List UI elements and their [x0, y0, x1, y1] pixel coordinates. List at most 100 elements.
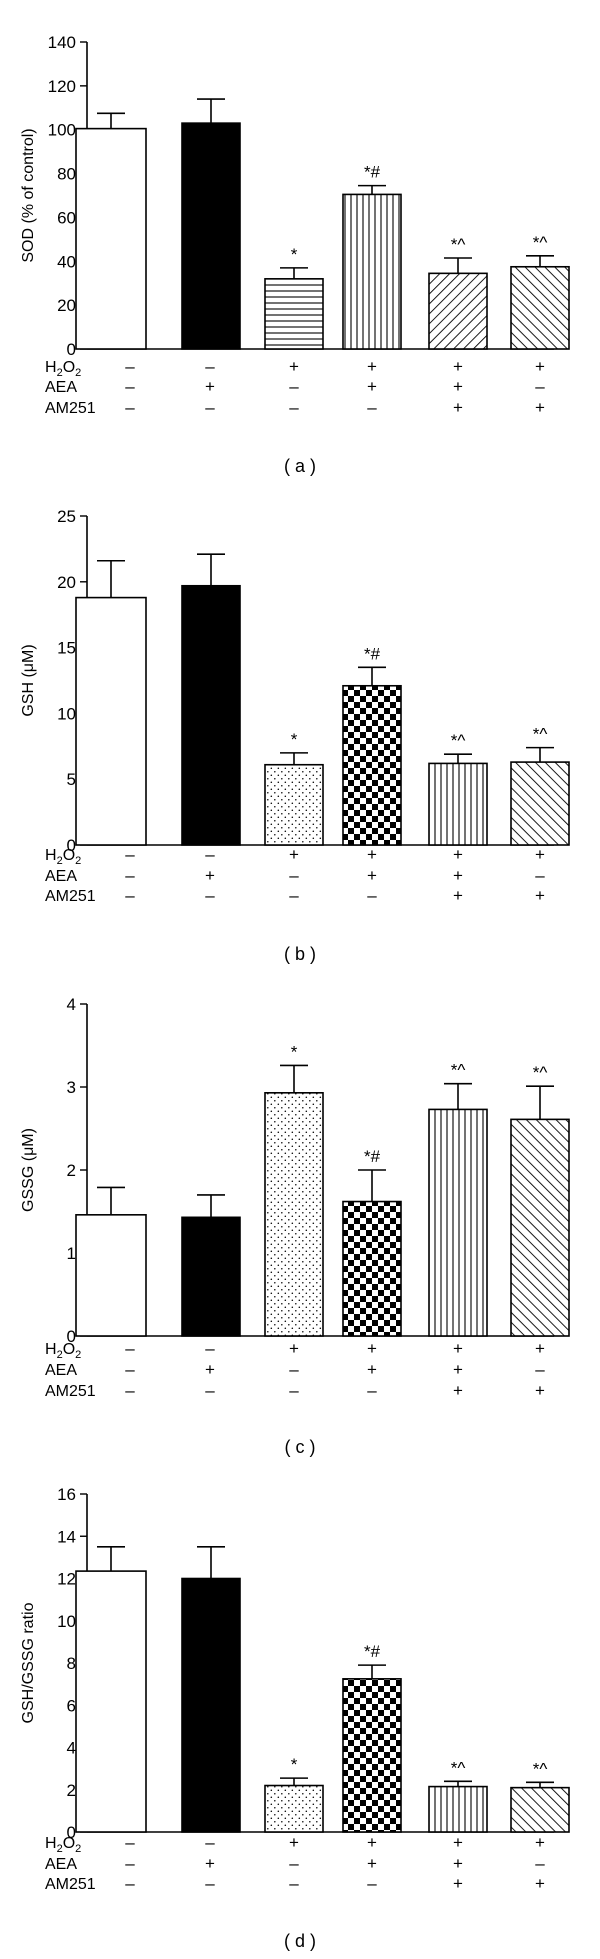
panel-label: ( a ) — [284, 456, 316, 476]
panel-label: ( d ) — [284, 1931, 316, 1951]
significance-label: *^ — [533, 1063, 548, 1082]
treatment-sign: – — [367, 398, 377, 417]
treatment-sign: – — [205, 1833, 215, 1852]
bar — [342, 684, 402, 846]
treatment-sign: – — [289, 886, 299, 905]
treatment-sign: – — [289, 1874, 299, 1893]
y-axis-label: SOD (% of control) — [20, 128, 37, 262]
treatment-sign: – — [205, 398, 215, 417]
significance-label: *# — [364, 1642, 381, 1661]
treatment-sign: – — [125, 1339, 135, 1358]
treatment-sign: – — [125, 1360, 135, 1379]
panel-a: 0 20 40 60 80 100 120 140 SOD (% of control) * *# *… — [20, 33, 570, 476]
treatment-sign: + — [453, 357, 463, 376]
treatment-label-h2o2: H2O2 — [45, 359, 81, 379]
treatment-sign: + — [453, 866, 463, 885]
treatment-label-h2o2: H2O2 — [45, 1835, 81, 1855]
y-tick-label: 20 — [57, 296, 76, 315]
y-tick-label: 60 — [57, 208, 76, 227]
y-tick-label: 3 — [67, 1078, 76, 1097]
significance-label: * — [291, 1042, 298, 1061]
treatment-sign: – — [535, 866, 545, 885]
treatment-label-am251: AM251 — [45, 1876, 96, 1893]
treatment-sign: – — [205, 1339, 215, 1358]
significance-label: *^ — [533, 233, 548, 252]
treatment-sign: + — [367, 1360, 377, 1379]
treatment-sign: + — [535, 1874, 545, 1893]
treatment-sign: + — [453, 845, 463, 864]
panel-label: ( c ) — [285, 1437, 316, 1457]
bar — [342, 1678, 402, 1833]
y-tick-label: 25 — [57, 507, 76, 526]
treatment-sign: – — [125, 398, 135, 417]
treatment-sign: – — [205, 845, 215, 864]
treatment-sign: + — [205, 1360, 215, 1379]
treatment-sign: + — [453, 377, 463, 396]
significance-label: *^ — [533, 1759, 548, 1778]
y-tick-label: 20 — [57, 573, 76, 592]
y-tick-label: 12 — [57, 1570, 76, 1589]
treatment-sign: – — [535, 1360, 545, 1379]
significance-label: *^ — [451, 1758, 466, 1777]
significance-label: *# — [364, 163, 381, 182]
y-tick-label: 5 — [67, 770, 76, 789]
treatment-sign: + — [535, 357, 545, 376]
treatment-sign: – — [289, 866, 299, 885]
y-tick-label: 16 — [57, 1485, 76, 1504]
bar — [428, 272, 488, 350]
bar — [428, 1785, 488, 1833]
y-tick-label: 4 — [67, 1739, 76, 1758]
treatment-label-aea: AEA — [45, 868, 77, 885]
y-tick-label: 0 — [67, 340, 76, 359]
treatment-sign: – — [289, 1381, 299, 1400]
treatment-label-aea: AEA — [45, 1362, 77, 1379]
bar — [264, 1784, 324, 1833]
treatment-sign: + — [453, 1381, 463, 1400]
y-axis-label: GSH/GSSG ratio — [20, 1602, 37, 1723]
treatment-sign: + — [367, 1854, 377, 1873]
treatment-sign: – — [289, 377, 299, 396]
y-tick-label: 0 — [67, 1327, 76, 1346]
significance-label: *# — [364, 644, 381, 663]
treatment-sign: + — [453, 886, 463, 905]
significance-label: *^ — [451, 1061, 466, 1080]
bar — [181, 1577, 241, 1833]
y-tick-label: 2 — [67, 1161, 76, 1180]
y-tick-label: 10 — [57, 1612, 76, 1631]
y-tick-label: 1 — [67, 1244, 76, 1263]
treatment-sign: – — [205, 357, 215, 376]
treatment-sign: + — [205, 866, 215, 885]
bar — [510, 265, 570, 350]
treatment-sign: + — [453, 398, 463, 417]
treatment-sign: + — [453, 1833, 463, 1852]
y-tick-label: 80 — [57, 165, 76, 184]
treatment-sign: + — [367, 845, 377, 864]
significance-label: *^ — [533, 725, 548, 744]
treatment-sign: + — [289, 1833, 299, 1852]
y-tick-label: 4 — [67, 995, 76, 1014]
bar — [510, 1118, 570, 1337]
treatment-sign: + — [535, 1833, 545, 1852]
treatment-label-am251: AM251 — [45, 400, 96, 417]
treatment-sign: – — [125, 866, 135, 885]
treatment-sign: – — [367, 886, 377, 905]
treatment-sign: – — [205, 886, 215, 905]
bar — [181, 1216, 241, 1337]
treatment-sign: – — [535, 377, 545, 396]
significance-label: * — [291, 1755, 298, 1774]
bar — [428, 762, 488, 846]
significance-label: *^ — [451, 731, 466, 750]
y-tick-label: 10 — [57, 704, 76, 723]
bar — [264, 278, 324, 350]
y-axis-label: GSH (μM) — [20, 644, 37, 716]
significance-label: *^ — [451, 235, 466, 254]
treatment-sign: + — [535, 886, 545, 905]
y-tick-label: 140 — [48, 33, 76, 52]
treatment-sign: – — [367, 1874, 377, 1893]
treatment-sign: – — [205, 1381, 215, 1400]
treatment-sign: + — [453, 1360, 463, 1379]
y-tick-label: 40 — [57, 252, 76, 271]
bar — [181, 584, 241, 846]
treatment-sign: – — [125, 1874, 135, 1893]
